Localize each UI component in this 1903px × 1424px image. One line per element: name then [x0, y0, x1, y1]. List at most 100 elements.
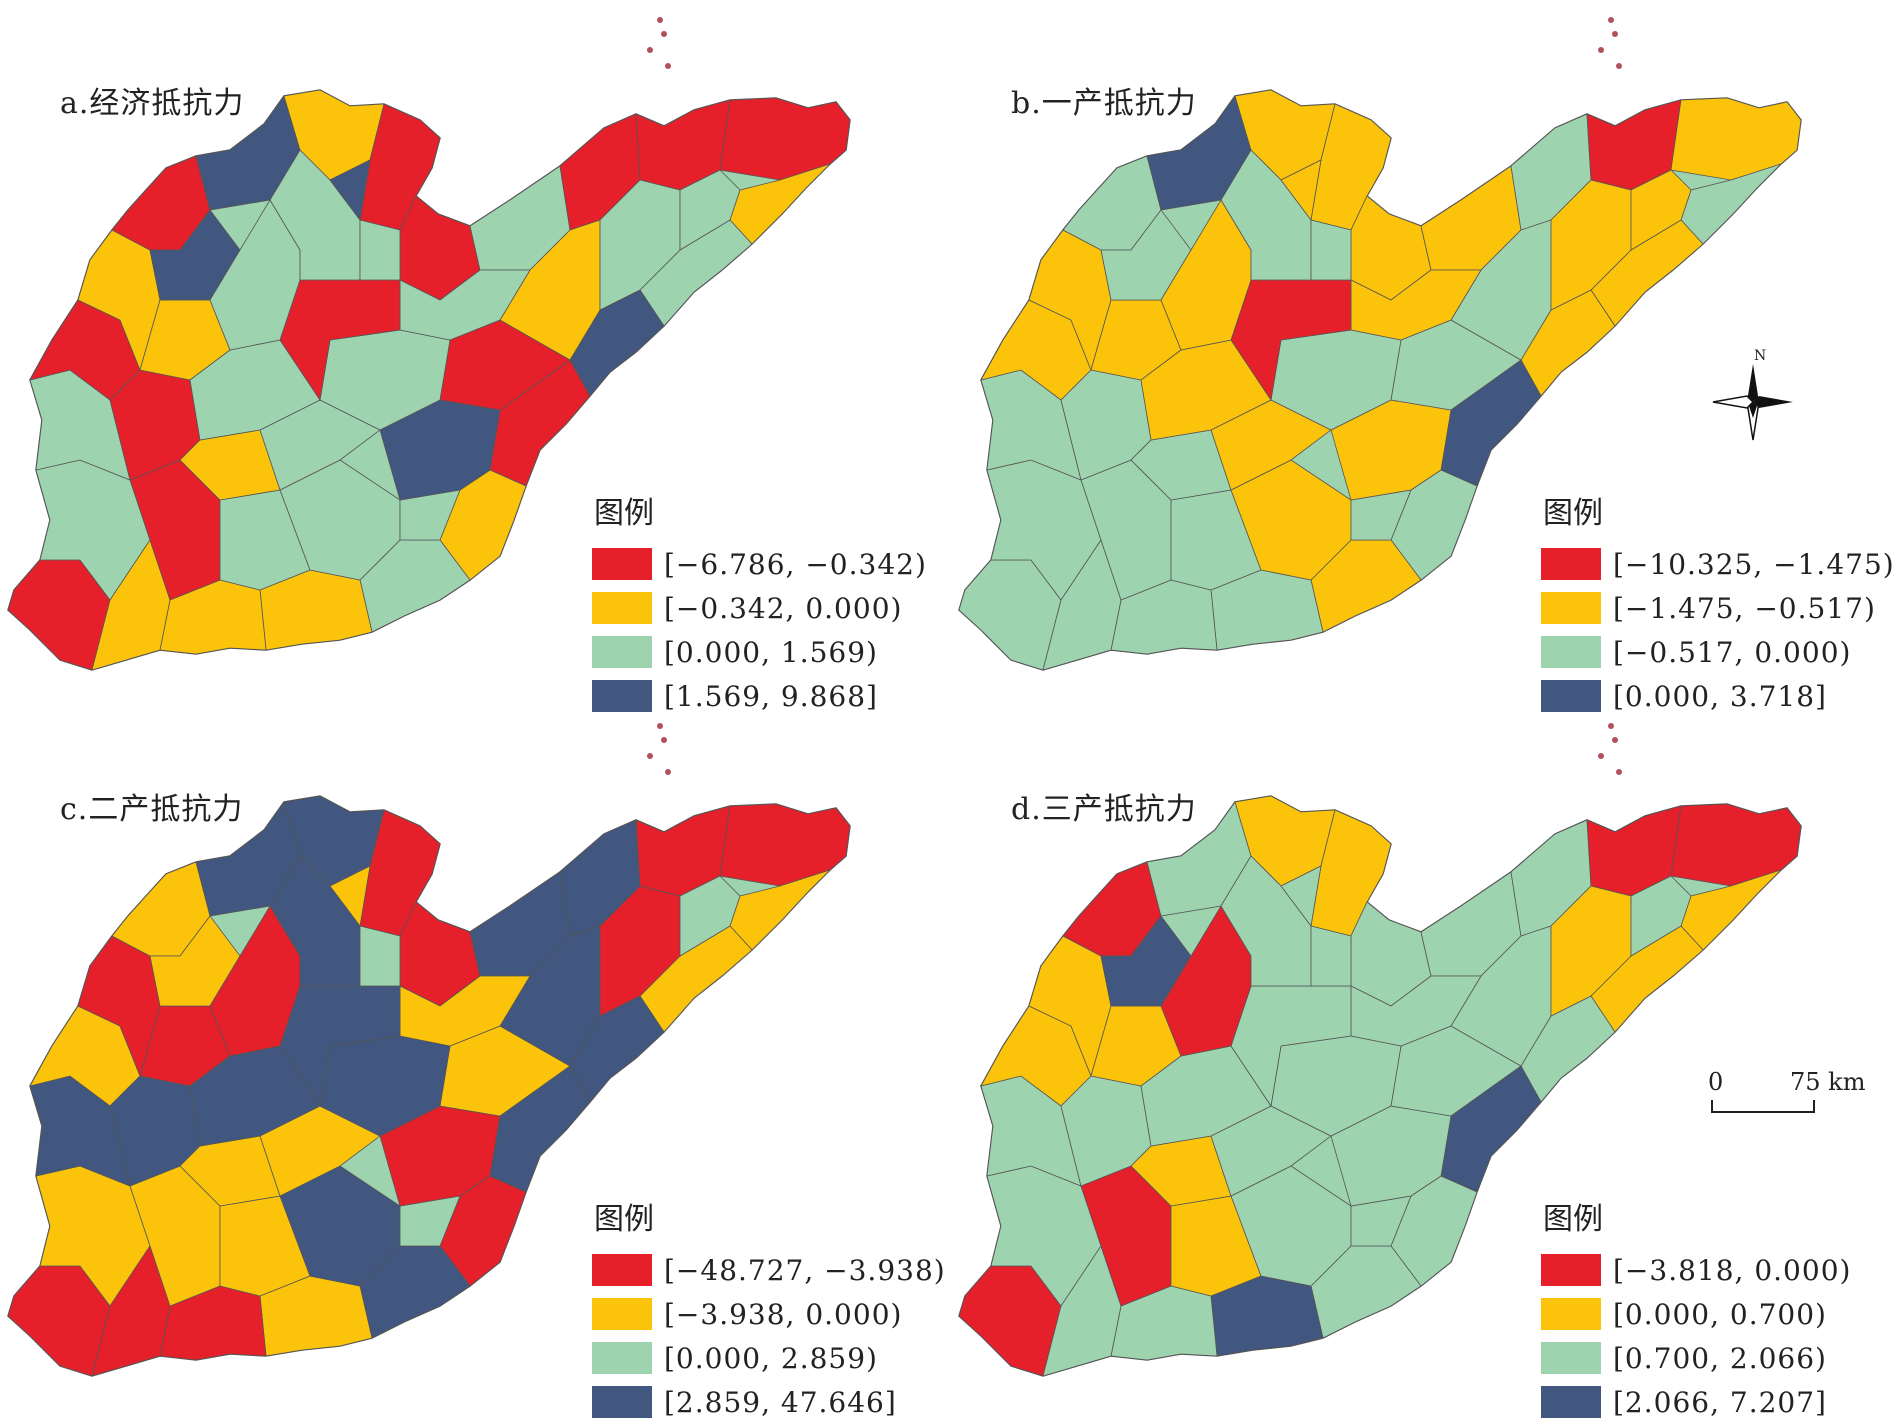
- county-region: [1310, 219, 1352, 281]
- legend-item: [−48.727, −3.938): [592, 1248, 946, 1292]
- legend-swatch: [1541, 1254, 1601, 1286]
- legend-swatch: [1541, 1342, 1601, 1374]
- county-region: [1630, 875, 1692, 957]
- legend-item: [1.569, 9.868]: [592, 674, 927, 718]
- legend-label: [−0.342, 0.000): [664, 591, 903, 625]
- legend-swatch: [1541, 680, 1601, 712]
- legend-title: 图例: [594, 496, 654, 531]
- province-map: [958, 17, 1802, 671]
- legend-swatch: [592, 1254, 652, 1286]
- county-region: [359, 219, 401, 281]
- legend-label: [−48.727, −3.938): [664, 1253, 946, 1287]
- panel-title: b.一产抵抗力: [1011, 86, 1197, 121]
- legend-item: [−0.517, 0.000): [1541, 630, 1895, 674]
- island-marker: [647, 47, 653, 53]
- legend-swatch: [1541, 592, 1601, 624]
- county-region: [1630, 169, 1692, 251]
- legend-swatch: [592, 548, 652, 580]
- legend-label: [−1.475, −0.517): [1613, 591, 1876, 625]
- legend-item: [−1.475, −0.517): [1541, 586, 1895, 630]
- legend-swatch: [1541, 1298, 1601, 1330]
- legend-item: [2.859, 47.646]: [592, 1380, 946, 1424]
- legend: 图例 [−3.818, 0.000) [0.000, 0.700) [0.700…: [1541, 1194, 1851, 1424]
- map-panel-economic: a.经济抵抗力 图例 [−6.786, −0.342) [−0.342, 0.0…: [0, 0, 951, 713]
- legend-item: [−6.786, −0.342): [592, 542, 927, 586]
- island-marker: [1598, 47, 1604, 53]
- map-panel-tertiary-industry: d.三产抵抗力 图例 [−3.818, 0.000) [0.000, 0.700…: [951, 706, 1902, 1419]
- county-region: [329, 865, 371, 927]
- legend-item: [0.000, 1.569): [592, 630, 927, 674]
- north-arrow-icon: [1712, 364, 1793, 441]
- legend-title: 图例: [594, 1202, 654, 1237]
- county-region: [1670, 97, 1802, 181]
- north-label: N: [1754, 348, 1767, 364]
- island-marker: [665, 63, 671, 69]
- county-region: [679, 169, 741, 251]
- legend-item: [−0.342, 0.000): [592, 586, 927, 630]
- legend-label: [2.066, 7.207]: [1613, 1385, 1827, 1419]
- legend-item: [0.000, 0.700): [1541, 1292, 1851, 1336]
- scale-end-label: 75 km: [1790, 1068, 1866, 1096]
- legend-label: [−3.938, 0.000): [664, 1297, 903, 1331]
- legend-swatch: [592, 1342, 652, 1374]
- legend-item: [2.066, 7.207]: [1541, 1380, 1851, 1424]
- legend-swatch: [592, 636, 652, 668]
- legend-item: [−10.325, −1.475): [1541, 542, 1895, 586]
- scale-bar-icon: [1711, 1100, 1815, 1113]
- county-region: [1670, 803, 1802, 887]
- scale-start-label: 0: [1708, 1068, 1724, 1096]
- island-marker: [661, 737, 667, 743]
- legend-label: [1.569, 9.868]: [664, 679, 878, 713]
- province-map: [7, 723, 851, 1377]
- county-region: [1280, 159, 1322, 221]
- county-region: [679, 875, 741, 957]
- county-region: [1280, 865, 1322, 927]
- legend-swatch: [592, 680, 652, 712]
- island-marker: [1612, 737, 1618, 743]
- legend-swatch: [592, 1298, 652, 1330]
- province-map: [958, 723, 1802, 1377]
- panel-title: a.经济抵抗力: [60, 86, 245, 121]
- legend-label: [−10.325, −1.475): [1613, 547, 1895, 581]
- legend-label: [0.700, 2.066): [1613, 1341, 1827, 1375]
- legend-swatch: [592, 1386, 652, 1418]
- island-marker: [657, 723, 663, 729]
- map-panel-primary-industry: b.一产抵抗力 图例 [−10.325, −1.475) [−1.475, −0…: [951, 0, 1902, 713]
- county-region: [329, 159, 371, 221]
- legend: 图例 [−48.727, −3.938) [−3.938, 0.000) [0.…: [592, 1194, 946, 1424]
- map-panel-secondary-industry: c.二产抵抗力 图例 [−48.727, −3.938) [−3.938, 0.…: [0, 706, 951, 1419]
- island-marker: [1598, 753, 1604, 759]
- legend-label: [−0.517, 0.000): [1613, 635, 1852, 669]
- province-map: [7, 17, 851, 671]
- legend-label: [−3.818, 0.000): [1613, 1253, 1852, 1287]
- island-marker: [665, 769, 671, 775]
- legend-label: [0.000, 3.718]: [1613, 679, 1827, 713]
- legend-item: [0.000, 3.718]: [1541, 674, 1895, 718]
- legend: 图例 [−10.325, −1.475) [−1.475, −0.517) [−…: [1541, 488, 1895, 718]
- legend-label: [2.859, 47.646]: [664, 1385, 897, 1419]
- legend-label: [0.000, 0.700): [1613, 1297, 1827, 1331]
- legend-title: 图例: [1543, 496, 1603, 531]
- panel-title: d.三产抵抗力: [1011, 792, 1197, 827]
- county-region: [359, 925, 401, 987]
- island-marker: [647, 753, 653, 759]
- island-marker: [1616, 63, 1622, 69]
- legend-title: 图例: [1543, 1202, 1603, 1237]
- panel-title: c.二产抵抗力: [60, 792, 244, 827]
- legend-swatch: [592, 592, 652, 624]
- legend-swatch: [1541, 636, 1601, 668]
- legend-item: [0.000, 2.859): [592, 1336, 946, 1380]
- island-marker: [1616, 769, 1622, 775]
- island-marker: [1612, 31, 1618, 37]
- legend-label: [0.000, 1.569): [664, 635, 878, 669]
- legend-label: [0.000, 2.859): [664, 1341, 878, 1375]
- legend-swatch: [1541, 1386, 1601, 1418]
- legend-item: [−3.938, 0.000): [592, 1292, 946, 1336]
- legend-label: [−6.786, −0.342): [664, 547, 927, 581]
- legend-swatch: [1541, 548, 1601, 580]
- island-marker: [1608, 17, 1614, 23]
- legend: 图例 [−6.786, −0.342) [−0.342, 0.000) [0.0…: [592, 488, 927, 718]
- island-marker: [661, 31, 667, 37]
- legend-item: [−3.818, 0.000): [1541, 1248, 1851, 1292]
- county-region: [1310, 925, 1352, 987]
